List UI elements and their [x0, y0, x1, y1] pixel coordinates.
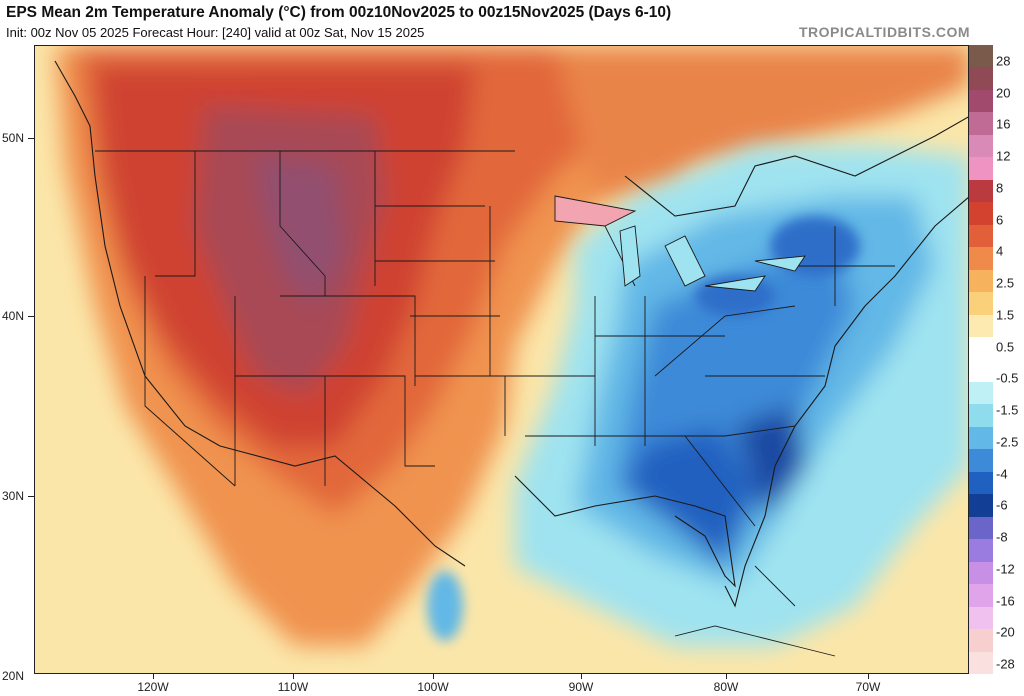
colorbar-label: -12	[996, 561, 1015, 577]
colorbar-cell	[969, 247, 993, 271]
colorbar-cell	[969, 269, 993, 293]
lon-tick	[726, 674, 727, 679]
colorbar-cell	[969, 112, 993, 136]
lon-tick	[868, 674, 869, 679]
colorbar-cell	[969, 224, 993, 248]
colorbar-label: -8	[996, 529, 1008, 545]
lon-tick	[153, 674, 154, 679]
colorbar-cell	[969, 426, 993, 450]
map-subtitle: Init: 00z Nov 05 2025 Forecast Hour: [24…	[6, 25, 425, 40]
colorbar-label: -20	[996, 624, 1015, 640]
colorbar-cell	[969, 45, 993, 68]
colorbar-cell	[969, 292, 993, 316]
colorbar-cell	[969, 516, 993, 540]
colorbar-cell	[969, 471, 993, 495]
colorbar-cell	[969, 179, 993, 203]
colorbar-cell	[969, 404, 993, 428]
colorbar-label: 1.5	[996, 307, 1015, 323]
lon-label-100w: 100W	[417, 680, 449, 694]
lon-label-80w: 80W	[713, 680, 739, 694]
colorbar-label: 2.5	[996, 275, 1015, 291]
caribbean-coast	[674, 565, 836, 657]
colorbar-cell	[969, 539, 993, 563]
map-canvas	[35, 46, 968, 673]
colorbar	[969, 45, 993, 675]
colorbar-label: 12	[996, 148, 1011, 164]
brand-watermark: TROPICALTIDBITS.COM	[798, 24, 970, 40]
colorbar-label: -2.5	[996, 434, 1019, 450]
colorbar-label: 20	[996, 85, 1011, 101]
colorbar-cell	[969, 629, 993, 653]
colorbar-cell	[969, 494, 993, 518]
lat-label-50n: 50N	[2, 131, 25, 145]
colorbar-cell	[969, 606, 993, 630]
colorbar-cell	[969, 381, 993, 405]
lat-tick	[28, 496, 34, 497]
colorbar-label: -1.5	[996, 402, 1019, 418]
colorbar-cell	[969, 202, 993, 226]
warm-anomaly-field	[55, 46, 968, 646]
colorbar-cell	[969, 337, 993, 360]
colorbar-label: -28	[996, 656, 1015, 672]
anomaly-map	[34, 45, 969, 674]
lon-label-90w: 90W	[568, 680, 594, 694]
lon-label-120w: 120W	[137, 680, 169, 694]
colorbar-cell	[969, 584, 993, 608]
lat-tick	[28, 138, 34, 139]
lat-label-30n: 30N	[2, 489, 25, 503]
colorbar-cell	[969, 67, 993, 91]
colorbar-cell	[969, 561, 993, 585]
lon-tick	[433, 674, 434, 679]
colorbar-cell	[969, 89, 993, 113]
lon-tick	[293, 674, 294, 679]
lon-tick	[581, 674, 582, 679]
colorbar-label: 6	[996, 212, 1004, 228]
colorbar-cell	[969, 449, 993, 473]
colorbar-label: 28	[996, 53, 1011, 69]
colorbar-label: 16	[996, 116, 1011, 132]
country-borders	[54, 60, 968, 608]
lon-label-110w: 110W	[277, 680, 309, 694]
lat-label-20n: 20N	[2, 669, 25, 683]
colorbar-cell	[969, 157, 993, 181]
colorbar-label: -16	[996, 593, 1015, 609]
colorbar-label: -6	[996, 497, 1008, 513]
colorbar-label: 4	[996, 243, 1004, 259]
colorbar-cell	[969, 359, 993, 383]
colorbar-label: 8	[996, 180, 1004, 196]
colorbar-label: 0.5	[996, 339, 1015, 355]
colorbar-cell	[969, 314, 993, 338]
colorbar-label: -4	[996, 466, 1008, 482]
state-borders	[95, 150, 895, 527]
great-lakes	[554, 195, 806, 292]
lat-label-40n: 40N	[2, 309, 25, 323]
map-title: EPS Mean 2m Temperature Anomaly (°C) fro…	[6, 4, 672, 21]
lat-tick	[28, 316, 34, 317]
colorbar-label: -0.5	[996, 370, 1019, 386]
lon-label-70w: 70W	[855, 680, 881, 694]
colorbar-cell	[969, 134, 993, 158]
colorbar-cell	[969, 651, 993, 675]
